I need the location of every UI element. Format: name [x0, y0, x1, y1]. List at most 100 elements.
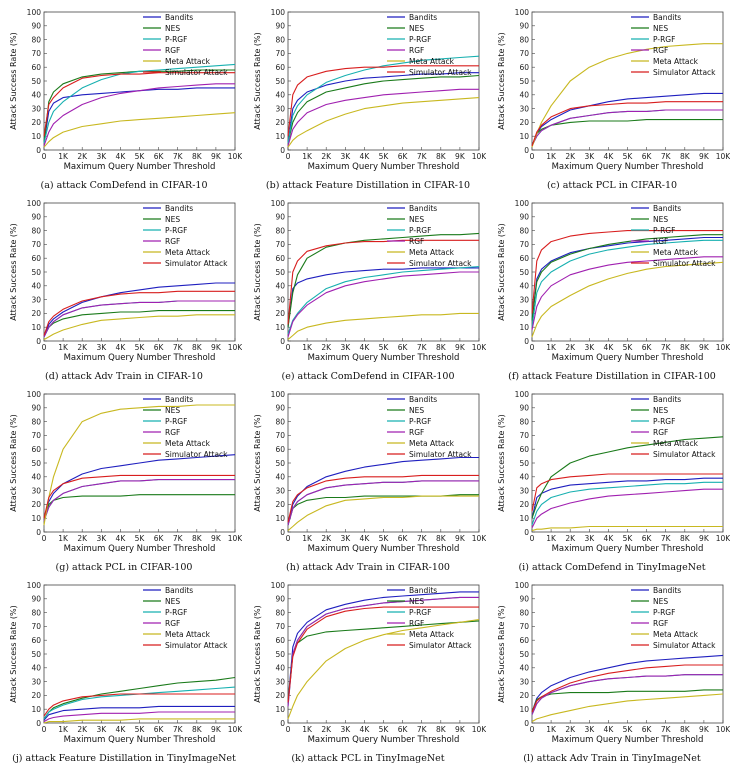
- legend-entry: Meta Attack: [409, 57, 455, 66]
- chart-caption: (f) attack Feature Distillation in CIFAR…: [508, 371, 716, 382]
- x-tick-label: 9K: [211, 534, 222, 543]
- y-tick-label: 30: [31, 486, 41, 495]
- x-tick-label: 6K: [154, 152, 165, 161]
- x-tick-label: 2K: [77, 343, 88, 352]
- y-tick-label: 10: [519, 132, 529, 141]
- y-tick-label: 10: [275, 705, 285, 714]
- legend-entry: Meta Attack: [653, 57, 699, 66]
- x-tick-label: 2K: [77, 152, 88, 161]
- line-chart: 0 10 20 30 40 50 60 70 80 90 100 0 1K 2K 3K 4K 5K 6K 7K 8K 9…: [497, 390, 730, 554]
- x-tick-label: 4K: [116, 152, 127, 161]
- y-tick-label: 60: [31, 636, 41, 645]
- x-tick-label: 10K: [228, 534, 242, 543]
- legend-entry: P-RGF: [409, 417, 431, 426]
- x-tick-label: 6K: [642, 534, 653, 543]
- chart-caption: (c) attack PCL in CIFAR-10: [546, 180, 678, 191]
- x-tick-label: 8K: [680, 534, 691, 543]
- y-tick-label: 0: [524, 146, 529, 155]
- y-tick-label: 90: [275, 595, 285, 604]
- y-tick-label: 0: [524, 337, 529, 346]
- x-tick-label: 3K: [340, 725, 351, 734]
- series-line-p-rgf: [531, 239, 723, 328]
- series-line-simulator-attack: [531, 664, 723, 713]
- y-tick-label: 90: [275, 213, 285, 222]
- x-tick-label: 9K: [455, 725, 466, 734]
- y-tick-label: 60: [275, 445, 285, 454]
- line-chart: 0 10 20 30 40 50 60 70 80 90 100 0 1K 2K 3K 4K 5K 6K 7K 8K 9…: [9, 199, 242, 363]
- y-tick-label: 40: [519, 282, 529, 291]
- x-tick-label: 6K: [398, 152, 409, 161]
- series-line-simulator-attack: [43, 290, 235, 336]
- series-line-nes: [43, 69, 235, 144]
- series-line-meta-attack: [43, 112, 236, 148]
- line-chart: 0 10 20 30 40 50 60 70 80 90 100 0 1K 2K 3K 4K 5K 6K 7K 8K 9…: [497, 199, 730, 363]
- x-tick-label: 9K: [455, 152, 466, 161]
- y-tick-label: 0: [280, 337, 285, 346]
- x-tick-label: 6K: [398, 725, 409, 734]
- y-tick-label: 80: [275, 226, 285, 235]
- y-tick-label: 100: [27, 581, 42, 590]
- x-tick-label: 7K: [661, 152, 672, 161]
- chart-panel: 0 10 20 30 40 50 60 70 80 90 100 0 1K 2K 3K 4K 5K 6K 7K 8K 9…: [250, 386, 486, 576]
- x-tick-label: 2K: [321, 534, 332, 543]
- series-line-bandits: [531, 654, 724, 713]
- y-tick-label: 60: [275, 63, 285, 72]
- chart-caption: (h) attack Adv Train in CIFAR-100: [286, 562, 450, 573]
- chart-panel: 0 10 20 30 40 50 60 70 80 90 100 0 1K 2K 3K 4K 5K 6K 7K 8K 9…: [494, 4, 730, 194]
- y-tick-label: 20: [275, 118, 285, 127]
- y-tick-label: 50: [519, 650, 529, 659]
- y-tick-label: 10: [31, 705, 41, 714]
- legend-entry: RGF: [653, 237, 668, 246]
- x-tick-label: 0: [42, 534, 47, 543]
- plot-frame: [531, 393, 724, 533]
- series-line-bandits: [43, 282, 235, 338]
- plot-frame: [43, 202, 236, 342]
- x-tick-label: 1K: [302, 152, 313, 161]
- series-line-rgf: [531, 674, 723, 715]
- series-line-p-rgf: [287, 480, 479, 526]
- x-tick-label: 9K: [699, 534, 710, 543]
- x-tick-label: 8K: [436, 152, 447, 161]
- y-tick-label: 40: [519, 473, 529, 482]
- y-axis-label: Attack Success Rate (%): [253, 605, 262, 703]
- x-tick-label: 1K: [58, 534, 69, 543]
- legend-entry: RGF: [165, 237, 180, 246]
- legend-entry: RGF: [653, 428, 668, 437]
- y-tick-label: 50: [275, 268, 285, 277]
- x-tick-label: 8K: [680, 725, 691, 734]
- x-tick-label: 4K: [360, 725, 371, 734]
- series-line-bandits: [287, 456, 479, 526]
- series-line-meta-attack: [287, 495, 479, 532]
- y-tick-label: 50: [31, 650, 41, 659]
- line-chart: 0 10 20 30 40 50 60 70 80 90 100 0 1K 2K 3K 4K 5K 6K 7K 8K 9…: [9, 390, 242, 554]
- series-line-rgf: [43, 300, 235, 338]
- x-tick-label: 3K: [584, 534, 595, 543]
- x-tick-label: 4K: [116, 343, 127, 352]
- legend-entry: Meta Attack: [165, 248, 211, 257]
- y-tick-label: 30: [519, 104, 529, 113]
- x-tick-label: 6K: [398, 343, 409, 352]
- x-tick-label: 10K: [228, 725, 242, 734]
- chart-panel: 0 10 20 30 40 50 60 70 80 90 100 0 1K 2K 3K 4K 5K 6K 7K 8K 9…: [250, 577, 486, 767]
- x-tick-label: 10K: [228, 152, 242, 161]
- legend-entry: Bandits: [165, 395, 193, 404]
- series-line-p-rgf: [531, 481, 723, 526]
- legend-entry: P-RGF: [409, 226, 431, 235]
- legend-entry: P-RGF: [653, 608, 675, 617]
- x-tick-label: 7K: [417, 343, 428, 352]
- x-tick-label: 5K: [623, 343, 634, 352]
- chart-panel: 0 10 20 30 40 50 60 70 80 90 100 0 1K 2K 3K 4K 5K 6K 7K 8K 9…: [494, 386, 730, 576]
- legend-entry: Simulator Attack: [165, 641, 228, 650]
- legend-entry: NES: [653, 24, 668, 33]
- y-tick-label: 80: [519, 35, 529, 44]
- line-chart: 0 10 20 30 40 50 60 70 80 90 100 0 1K 2K 3K 4K 5K 6K 7K 8K 9…: [497, 581, 730, 745]
- legend-entry: NES: [165, 597, 180, 606]
- y-tick-label: 90: [275, 404, 285, 413]
- y-tick-label: 50: [275, 77, 285, 86]
- x-tick-label: 9K: [211, 725, 222, 734]
- legend-entry: Meta Attack: [165, 630, 211, 639]
- y-tick-label: 60: [519, 636, 529, 645]
- series-line-rgf: [531, 256, 723, 331]
- legend-entry: P-RGF: [165, 35, 187, 44]
- x-tick-label: 10K: [716, 152, 730, 161]
